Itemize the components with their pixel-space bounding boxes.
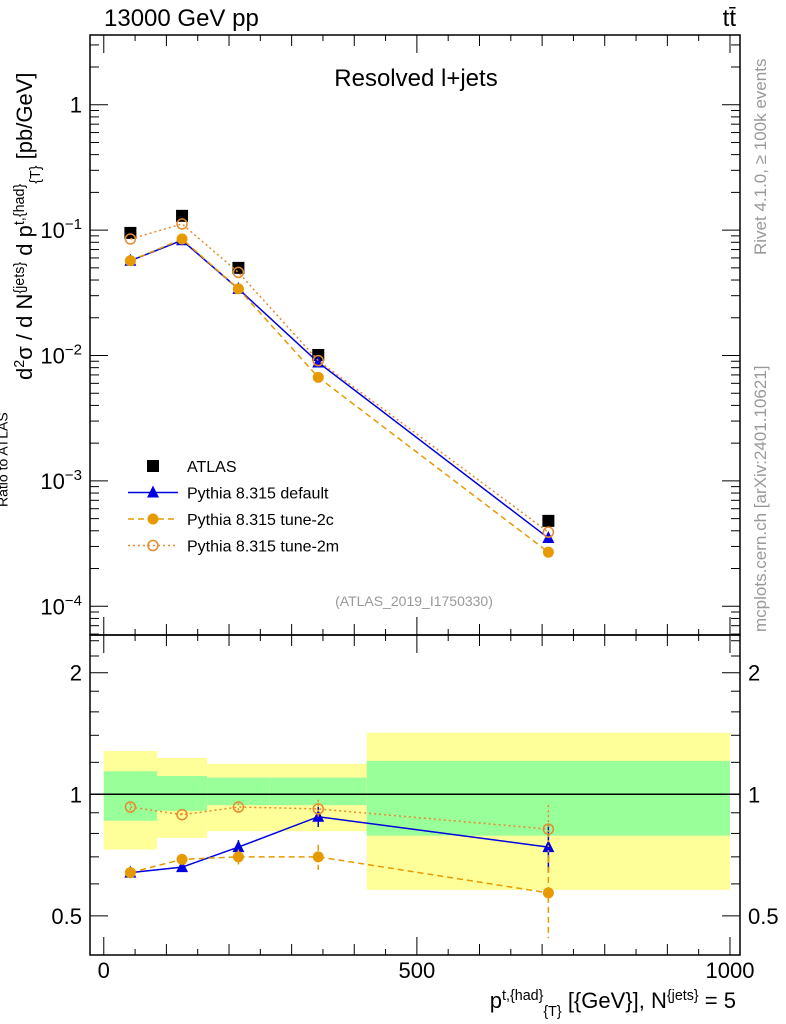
analysis-tag: (ATLAS_2019_I1750330) <box>335 593 493 609</box>
uncertainty-band-green <box>103 771 158 821</box>
legend-marker-pythia-8-315-tune-2m <box>147 539 159 552</box>
legend-label-pythia-8-315-tune-2c: Pythia 8.315 tune-2c <box>187 512 334 529</box>
x-axis-label: pt,{had}{T} [{GeV}], N{jets} = 5 <box>490 988 736 1020</box>
header-right: tt̄ <box>723 5 737 32</box>
plot-title: Resolved l+jets <box>334 65 497 92</box>
ratio-point-pythia-8-315-default <box>176 860 189 873</box>
y-tick-label: 10−1 <box>40 216 82 243</box>
ratio-line-pythia-8-315-tune-2m <box>130 806 549 830</box>
ratio-point-pythia-8-315-tune-2c <box>312 851 324 863</box>
y-tick-label: 10−2 <box>40 342 82 369</box>
series-line-pythia-8-315-tune-2c <box>130 238 549 553</box>
data-point-pythia-8-315-tune-2c <box>542 546 554 558</box>
ratio-point-pythia-8-315-tune-2c <box>124 867 136 879</box>
uncertainty-band-green <box>157 775 208 811</box>
data-point-pythia-8-315-tune-2m <box>232 266 245 279</box>
x-tick-label: 1000 <box>706 958 755 983</box>
data-point-pythia-8-315-tune-2c <box>232 283 244 295</box>
data-point-pythia-8-315-tune-2m <box>124 233 137 245</box>
header-left: 13000 GeV pp <box>104 5 259 32</box>
data-point-atlas <box>542 514 555 527</box>
ratio-point-pythia-8-315-tune-2c <box>232 851 244 863</box>
y-tick-label: 10−3 <box>40 467 82 494</box>
legend-marker-pythia-8-315-tune-2c <box>147 513 159 525</box>
ratio-y-tick-label: 2 <box>70 661 82 686</box>
ratio-point-pythia-8-315-tune-2m <box>542 823 555 835</box>
data-point-pythia-8-315-tune-2m <box>176 218 188 230</box>
legend: ATLAS Pythia 8.315 default Pythia 8.315 tu… <box>128 459 339 556</box>
data-point-pythia-8-315-tune-2m <box>312 354 325 367</box>
ratio-y-tick-label-right: 1 <box>748 782 760 807</box>
data-point-pythia-8-315-tune-2c <box>124 255 136 267</box>
ratio-point-pythia-8-315-tune-2c <box>176 853 188 865</box>
legend-label-atlas: ATLAS <box>187 459 237 476</box>
ratio-point-pythia-8-315-tune-2m <box>312 803 325 815</box>
ratio-y-tick-label-right: 0.5 <box>748 904 779 929</box>
ratio-y-tick-label: 1 <box>70 782 82 807</box>
ratio-point-pythia-8-315-tune-2m <box>124 801 137 813</box>
series-line-pythia-8-315-tune-2m <box>130 223 549 533</box>
data-point-atlas <box>124 226 137 239</box>
legend-marker-pythia-8-315-default <box>147 485 159 498</box>
main-y-axis-label: d2σ / d N{jets} d pt,{had}{T} [pb/GeV] <box>12 73 44 380</box>
data-point-pythia-8-315-tune-2m <box>542 526 555 538</box>
uncertainty-band-green <box>207 777 270 806</box>
ratio-y-tick-label-right: 2 <box>748 661 760 686</box>
ratio-line-pythia-8-315-tune-2c <box>130 856 549 894</box>
data-point-atlas <box>176 209 189 222</box>
legend-label-pythia-8-315-default: Pythia 8.315 default <box>187 486 329 503</box>
uncertainty-band-green <box>366 760 730 836</box>
mcplots-reference-text: mcplots.cern.ch [arXiv:2401.10621] <box>751 366 770 632</box>
y-tick-label: 1 <box>70 93 82 118</box>
ratio-point-pythia-8-315-tune-2m <box>232 801 245 813</box>
ratio-point-pythia-8-315-tune-2c <box>542 887 554 899</box>
legend-marker-atlas <box>147 460 159 472</box>
ratio-plot-frame <box>89 634 741 956</box>
rivet-version-text: Rivet 4.1.0, ≥ 100k events <box>751 59 770 255</box>
y-tick-label: 10−4 <box>40 592 82 619</box>
data-point-pythia-8-315-tune-2c <box>312 371 324 383</box>
data-point-pythia-8-315-tune-2c <box>176 233 188 245</box>
x-tick-label: 500 <box>399 958 436 983</box>
x-tick-label: 0 <box>98 958 110 983</box>
ratio-point-pythia-8-315-tune-2m <box>176 808 188 821</box>
ratio-y-axis-label: Ratio to ATLAS <box>0 412 11 507</box>
ratio-point-pythia-8-315-default <box>232 840 245 853</box>
legend-label-pythia-8-315-tune-2m: Pythia 8.315 tune-2m <box>187 539 339 556</box>
ratio-y-tick-label: 0.5 <box>51 904 82 929</box>
